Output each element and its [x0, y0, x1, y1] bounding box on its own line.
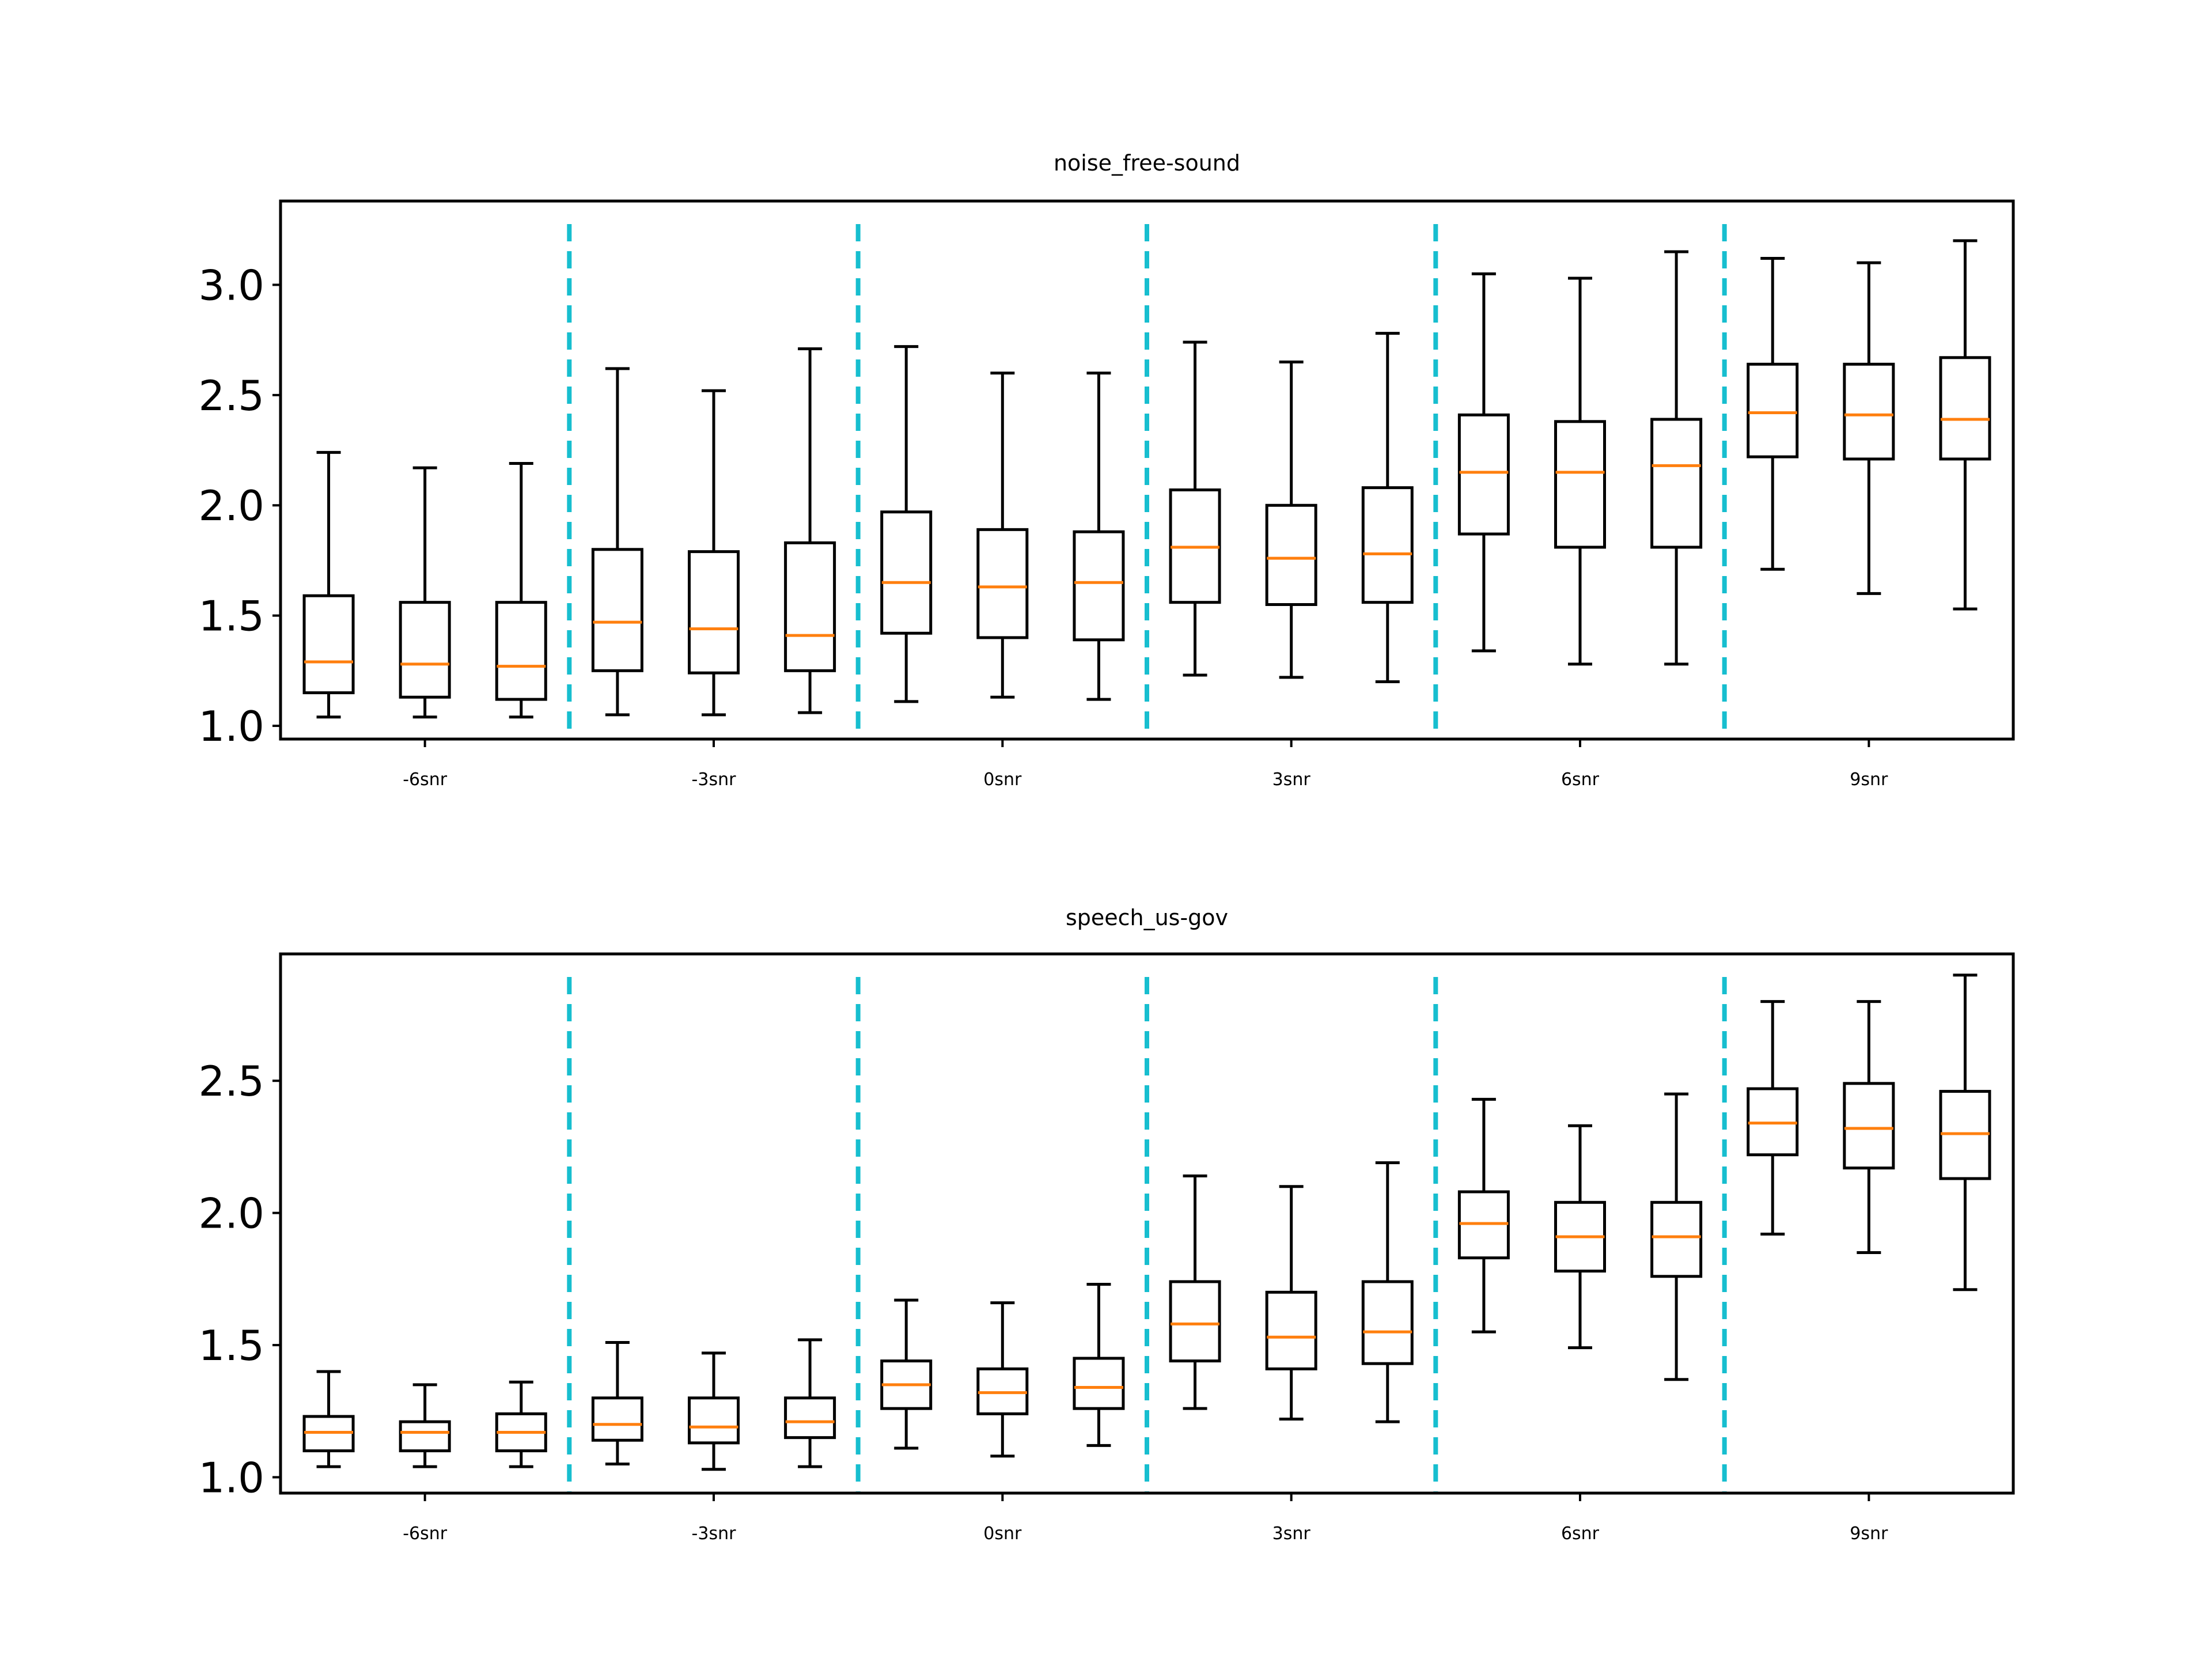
box-plot [1361, 332, 1414, 683]
iqr-box [1073, 1357, 1125, 1410]
iqr-box [1457, 413, 1510, 536]
box-plot [591, 1340, 643, 1466]
iqr-box [399, 1420, 451, 1453]
box-plot [1073, 1283, 1125, 1447]
x-tick-label: 6snr [1561, 770, 1600, 790]
box-plot [1457, 1097, 1510, 1334]
iqr-box [1747, 362, 1799, 459]
plot-area: 1.0 1.5 2.0 2.5 -6snr -3snr 0snr 3snr 6snr 9snr [198, 952, 2015, 1544]
iqr-box [1939, 356, 1991, 461]
subplot-noise-free-sound: noise_free-sound 1.0 1.5 2.0 2.5 3.0 -6snr -3s… [198, 150, 2015, 790]
box-plot [591, 367, 643, 717]
iqr-box [1650, 1200, 1703, 1278]
box-plot [688, 389, 740, 717]
x-tick-label: -3snr [692, 770, 737, 790]
box-plot [1361, 1161, 1414, 1423]
y-tick-label: 2.0 [198, 482, 264, 530]
box-plot [1169, 340, 1221, 677]
box-plot [880, 345, 933, 703]
iqr-box [688, 550, 740, 675]
iqr-box [976, 528, 1029, 639]
iqr-box [1169, 1280, 1221, 1363]
box-plot [880, 1298, 933, 1450]
x-tick-label: -3snr [692, 1524, 737, 1544]
box-plot [1939, 974, 1991, 1291]
iqr-box [880, 510, 933, 635]
box-plot [302, 1370, 355, 1468]
box-plot [1457, 272, 1510, 653]
x-tick-label: 0snr [983, 1524, 1022, 1544]
box-plot [495, 1380, 547, 1468]
iqr-box [1361, 486, 1414, 604]
x-tick-label: 6snr [1561, 1524, 1600, 1544]
axes-frame [279, 952, 2015, 1495]
box-plot [784, 1338, 836, 1468]
box-plot [1265, 360, 1317, 679]
iqr-box [302, 594, 355, 695]
x-tick-label: 3snr [1272, 770, 1311, 790]
y-tick-label: 3.0 [198, 261, 264, 309]
y-tick-label: 2.0 [198, 1190, 264, 1238]
y-tick-label: 1.0 [198, 1453, 264, 1502]
subplot-speech-us-gov: speech_us-gov 1.0 1.5 2.0 2.5 -6snr -3snr 0snr… [198, 905, 2015, 1544]
y-tick-label: 1.0 [198, 702, 264, 751]
box-plot [976, 1301, 1029, 1458]
box-plot [1843, 261, 1895, 595]
box-plot [302, 450, 355, 719]
subplot-title: noise_free-sound [1054, 150, 1240, 176]
iqr-box [1843, 1082, 1895, 1170]
iqr-box [784, 541, 836, 672]
y-tick-label: 2.5 [198, 1057, 264, 1105]
box-plot [688, 1351, 740, 1471]
axes-frame [279, 199, 2015, 741]
iqr-box [1843, 362, 1895, 461]
iqr-box [591, 548, 643, 672]
y-tick-label: 1.5 [198, 592, 264, 641]
iqr-box [688, 1396, 740, 1445]
box-plot [1939, 239, 1991, 611]
box-plot [399, 1383, 451, 1468]
iqr-box [1073, 530, 1125, 642]
x-tick-label: 9snr [1850, 1524, 1888, 1544]
iqr-box [495, 601, 547, 701]
box-plot [1073, 372, 1125, 701]
iqr-box [1361, 1280, 1414, 1365]
iqr-box [784, 1396, 836, 1440]
x-tick-label: -6snr [403, 770, 448, 790]
y-tick-label: 2.5 [198, 372, 264, 420]
iqr-box [1650, 418, 1703, 549]
box-plot [1650, 1092, 1703, 1381]
iqr-box [1265, 503, 1317, 607]
x-tick-label: 0snr [983, 770, 1022, 790]
box-plot [1169, 1174, 1221, 1410]
subplot-title: speech_us-gov [1066, 905, 1228, 930]
box-plot [399, 466, 451, 719]
box-plot [1747, 1000, 1799, 1236]
y-tick-label: 1.5 [198, 1321, 264, 1370]
box-plot [976, 372, 1029, 699]
x-tick-label: 3snr [1272, 1524, 1311, 1544]
box-plot [1554, 1124, 1606, 1350]
iqr-box [1265, 1290, 1317, 1370]
box-plot [1265, 1185, 1317, 1421]
plot-area: 1.0 1.5 2.0 2.5 3.0 -6snr -3snr 0snr 3snr 6snr 9sn… [198, 199, 2015, 790]
box-plot [1650, 250, 1703, 666]
iqr-box [1554, 420, 1606, 549]
iqr-box [591, 1396, 643, 1442]
box-plot [1554, 276, 1606, 666]
box-plot [784, 347, 836, 714]
box-plot [1747, 257, 1799, 571]
box-plot [1843, 1000, 1895, 1254]
box-plot [495, 462, 547, 719]
x-tick-label: -6snr [403, 1524, 448, 1544]
iqr-box [399, 601, 451, 699]
x-tick-label: 9snr [1850, 770, 1888, 790]
